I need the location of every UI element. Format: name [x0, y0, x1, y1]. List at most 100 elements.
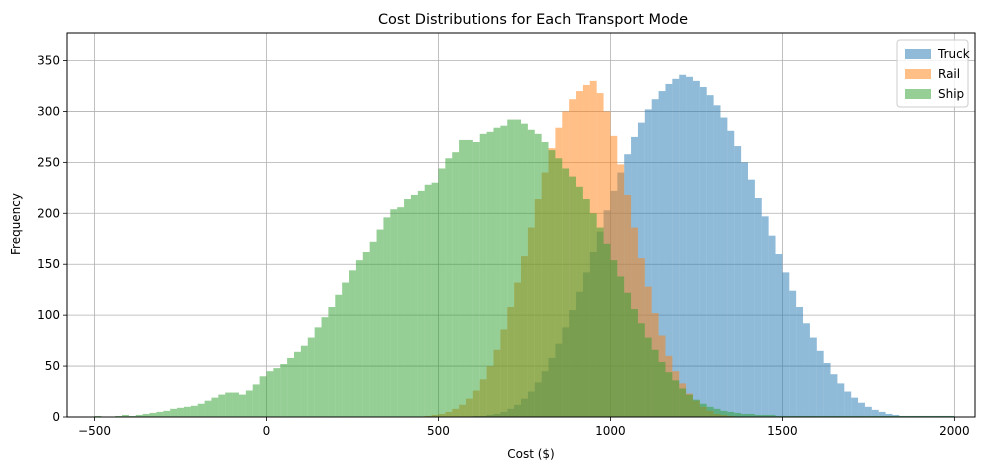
- histogram-bar: [156, 411, 164, 417]
- histogram-bar: [211, 397, 219, 417]
- histogram-bar: [761, 414, 769, 417]
- y-tick-label: 50: [45, 359, 60, 373]
- histogram-bar: [926, 415, 934, 417]
- histogram-bar: [864, 415, 872, 417]
- histogram-bar: [300, 345, 308, 417]
- histogram-bar: [355, 260, 363, 417]
- legend-swatch: [905, 49, 931, 59]
- x-axis-label: Cost ($): [507, 447, 555, 461]
- histogram-bar: [830, 415, 838, 417]
- histogram-bar: [486, 131, 494, 417]
- histogram-bar: [569, 176, 577, 417]
- histogram-bar: [782, 415, 790, 417]
- histogram-bars: [94, 74, 955, 418]
- histogram-bar: [349, 270, 356, 417]
- legend-label: Ship: [938, 87, 964, 101]
- histogram-bar: [115, 415, 123, 417]
- histogram-bar: [294, 351, 301, 417]
- histogram-bar: [452, 152, 460, 417]
- histogram-bar: [672, 380, 680, 417]
- histogram-bar: [748, 413, 755, 417]
- histogram-bar: [94, 415, 102, 417]
- histogram-bar: [871, 409, 879, 417]
- histogram-bar: [287, 357, 294, 417]
- axes: −500 0 500 1000 1500 2000 0 50 100 150 200 250 300 35…: [37, 54, 970, 438]
- histogram-bar: [369, 241, 377, 417]
- histogram-bar: [940, 415, 948, 417]
- histogram-bar: [459, 139, 466, 418]
- histogram-bar: [397, 207, 405, 417]
- histogram-bar: [885, 415, 893, 417]
- histogram-bar: [803, 323, 810, 417]
- y-tick-label: 100: [37, 308, 60, 322]
- histogram-bar: [692, 80, 700, 417]
- histogram-bar: [603, 243, 611, 417]
- histogram-bar: [754, 414, 762, 417]
- histogram-bar: [913, 415, 920, 417]
- histogram-bar: [170, 408, 178, 417]
- histogram-bar: [644, 337, 652, 417]
- y-tick-label: 250: [37, 155, 60, 169]
- y-tick-label: 150: [37, 257, 60, 271]
- histogram-bar: [177, 407, 184, 417]
- histogram-bar: [768, 414, 776, 417]
- histogram-bar: [706, 95, 714, 417]
- histogram-bar: [135, 414, 143, 417]
- histogram-bar: [672, 78, 680, 417]
- histogram-bar: [775, 415, 783, 417]
- plot-area-frame: [66, 32, 976, 418]
- histogram-bar: [851, 415, 859, 417]
- histogram-bar: [885, 413, 893, 417]
- x-tick-label: 500: [427, 424, 450, 438]
- histogram-bar: [844, 415, 852, 417]
- histogram-bar: [631, 309, 638, 417]
- histogram-bar: [548, 150, 556, 417]
- histogram-bar: [686, 394, 693, 417]
- histogram-bar: [665, 372, 673, 417]
- histogram-bar: [562, 168, 570, 417]
- histogram-bar: [727, 411, 735, 417]
- histogram-bar: [858, 415, 865, 417]
- histogram-bar: [816, 415, 824, 417]
- histogram-bar: [892, 415, 900, 417]
- histogram-bar: [576, 186, 583, 417]
- histogram-bar: [280, 364, 288, 417]
- histogram-bar: [266, 371, 274, 417]
- y-tick-label: 0: [52, 410, 60, 424]
- chart-title: Cost Distributions for Each Transport Mo…: [378, 12, 688, 28]
- histogram-bar: [803, 415, 810, 417]
- histogram-bar: [782, 272, 790, 417]
- histogram-bar: [864, 406, 872, 417]
- histogram-bar: [142, 413, 150, 417]
- histogram-bar: [190, 405, 198, 417]
- histogram-bar: [637, 323, 645, 417]
- histogram-bar: [555, 158, 563, 417]
- x-tick-label: 2000: [939, 424, 970, 438]
- legend: Truck Rail Ship: [896, 39, 970, 108]
- histogram-bar: [830, 374, 838, 417]
- legend-swatch: [905, 69, 931, 79]
- histogram-bar: [417, 190, 425, 417]
- histogram-bar: [713, 105, 721, 418]
- histogram-bar: [741, 162, 748, 417]
- histogram-bar: [809, 337, 817, 417]
- histogram-bar: [823, 363, 831, 417]
- histogram-bar: [651, 99, 659, 417]
- histogram-bar: [665, 83, 673, 418]
- histogram-bar: [699, 86, 707, 418]
- histogram-bar: [617, 276, 625, 417]
- histogram-bar: [314, 327, 322, 417]
- histogram-bar: [307, 337, 315, 417]
- histogram-bar: [149, 412, 157, 417]
- histogram-bar: [445, 158, 453, 417]
- y-tick-label: 200: [37, 206, 60, 220]
- histogram-bar: [741, 413, 748, 417]
- x-tick-label: 0: [263, 424, 271, 438]
- histogram-bar: [720, 410, 728, 417]
- histogram-bar: [328, 306, 336, 417]
- histogram-bar: [232, 392, 239, 417]
- histogram-bar: [596, 227, 604, 417]
- histogram-bar: [197, 403, 205, 417]
- histogram-bar: [589, 213, 597, 417]
